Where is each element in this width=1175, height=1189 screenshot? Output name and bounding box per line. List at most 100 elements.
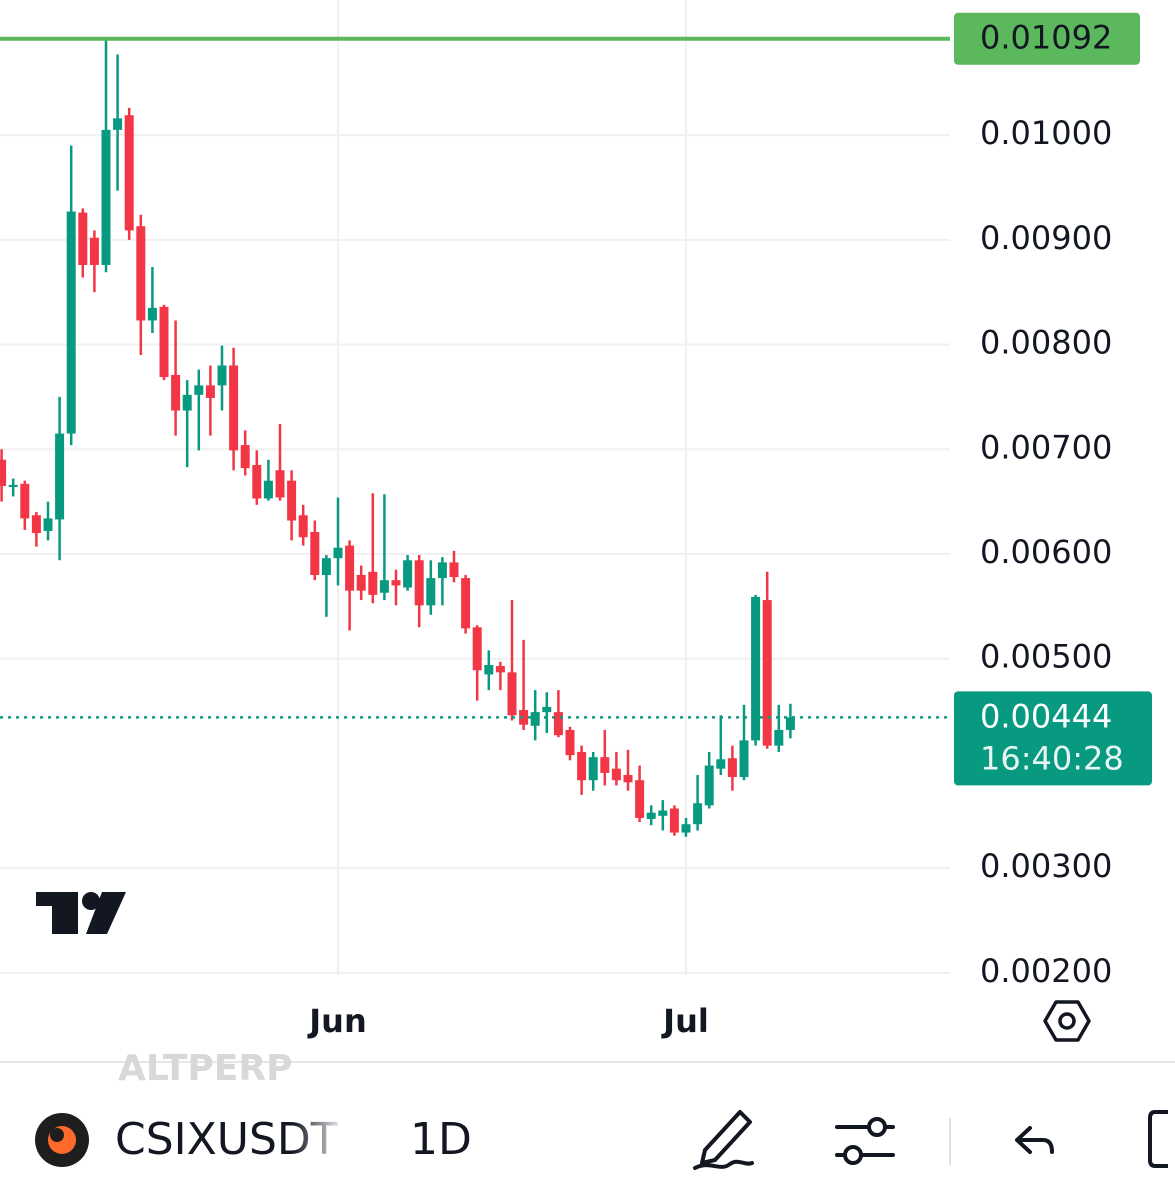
candle-body — [356, 574, 366, 591]
more-icon[interactable] — [1148, 1110, 1168, 1168]
y-tick-label: 0.00800 — [980, 324, 1112, 362]
candle-body — [275, 470, 285, 498]
candle-body — [287, 480, 297, 521]
candle-body — [704, 765, 714, 806]
y-tick-label: 0.01000 — [980, 114, 1112, 152]
candle-body — [217, 365, 227, 386]
grid — [0, 0, 950, 975]
settings-hex[interactable] — [1043, 1000, 1091, 1042]
candle-body — [20, 483, 30, 519]
candle-body — [205, 385, 215, 398]
candle-body — [194, 385, 204, 395]
candle-body — [310, 532, 320, 575]
candle-body — [391, 580, 401, 586]
toolbar-bg — [0, 1084, 1175, 1189]
candle-body — [472, 627, 482, 671]
y-tick-label: 0.00900 — [980, 219, 1112, 257]
candle-body — [693, 803, 703, 825]
price-label: 0.01092 — [980, 19, 1112, 57]
candle-body — [124, 115, 134, 231]
candle-body — [298, 515, 308, 538]
candle-body — [240, 445, 250, 469]
candle-body — [89, 237, 99, 265]
candle-body — [8, 484, 18, 487]
candle-body — [147, 307, 157, 321]
candle-body — [321, 558, 331, 575]
candle-body — [611, 768, 621, 781]
candle-body — [495, 666, 505, 673]
candle-body — [530, 712, 540, 726]
candle-body — [252, 464, 262, 499]
candle-body — [507, 672, 517, 716]
candle-body — [0, 459, 7, 486]
candle-body — [78, 212, 88, 265]
candle-body — [379, 580, 389, 593]
candle-body — [263, 480, 273, 499]
overlay: 0.01092 0.00444 16:40:28 — [0, 12, 1152, 786]
candle-body — [727, 758, 737, 778]
candle-body — [623, 774, 633, 783]
candle-body — [229, 365, 239, 451]
candle-body — [635, 780, 645, 818]
candle-body — [159, 306, 169, 378]
candle-body — [577, 751, 587, 781]
candle-body — [484, 665, 494, 675]
candle-body — [171, 374, 181, 411]
y-tick-label: 0.00600 — [980, 533, 1112, 571]
candle-body — [681, 824, 691, 833]
y-tick-label: 0.00500 — [980, 638, 1112, 676]
candle-body — [762, 600, 772, 746]
candle-body — [785, 717, 795, 730]
candle-body — [461, 578, 471, 629]
candle-body — [55, 433, 65, 520]
candle-body — [403, 560, 413, 588]
candle-body — [136, 226, 146, 321]
candle-body — [542, 706, 552, 713]
draw-icon[interactable] — [693, 1110, 754, 1170]
candle-body — [553, 712, 563, 736]
logo — [36, 892, 126, 934]
y-tick-label: 0.00700 — [980, 428, 1112, 466]
y-tick-label: 0.00200 — [980, 952, 1112, 990]
candle-body — [426, 578, 436, 606]
candle-body — [414, 560, 424, 606]
candle-body — [751, 596, 761, 741]
candle-body — [345, 545, 355, 591]
candle-body — [31, 515, 41, 534]
y-tick-label: 0.00300 — [980, 847, 1112, 885]
countdown: 16:40:28 — [980, 739, 1124, 777]
candle-body — [519, 710, 529, 725]
candle-body — [368, 571, 378, 595]
x-tick-label: Jul — [661, 1002, 709, 1040]
candles — [0, 38, 795, 837]
price-label-box — [954, 691, 1152, 786]
candle-body — [66, 211, 76, 434]
candle-body — [588, 757, 598, 781]
candle-body — [437, 562, 447, 579]
candle-body — [333, 547, 343, 559]
candle-body — [101, 129, 111, 265]
candle-body — [646, 812, 656, 819]
settings-hex-dot — [1058, 1012, 1076, 1030]
x-tick-label: Jun — [307, 1002, 366, 1040]
candle-body — [182, 394, 192, 411]
faded-symbol: ALTPERP — [118, 1048, 292, 1089]
symbol-icon[interactable] — [35, 1113, 89, 1167]
price-label-box — [954, 12, 1140, 65]
symbol[interactable]: CSIXUSDT — [115, 1114, 338, 1165]
settings-icon[interactable] — [835, 1117, 895, 1165]
candle-body — [658, 810, 668, 816]
candle-body — [600, 757, 610, 773]
candle-body — [565, 729, 575, 756]
undo-icon[interactable] — [1015, 1126, 1054, 1154]
interval[interactable]: 1D — [410, 1114, 472, 1165]
candle-body — [739, 740, 749, 778]
candle-body — [43, 518, 53, 531]
candle-body — [449, 562, 459, 578]
candle-body — [774, 729, 784, 746]
candle-body — [669, 808, 679, 833]
price-label: 0.00444 — [980, 697, 1112, 735]
candle-body — [716, 759, 726, 769]
